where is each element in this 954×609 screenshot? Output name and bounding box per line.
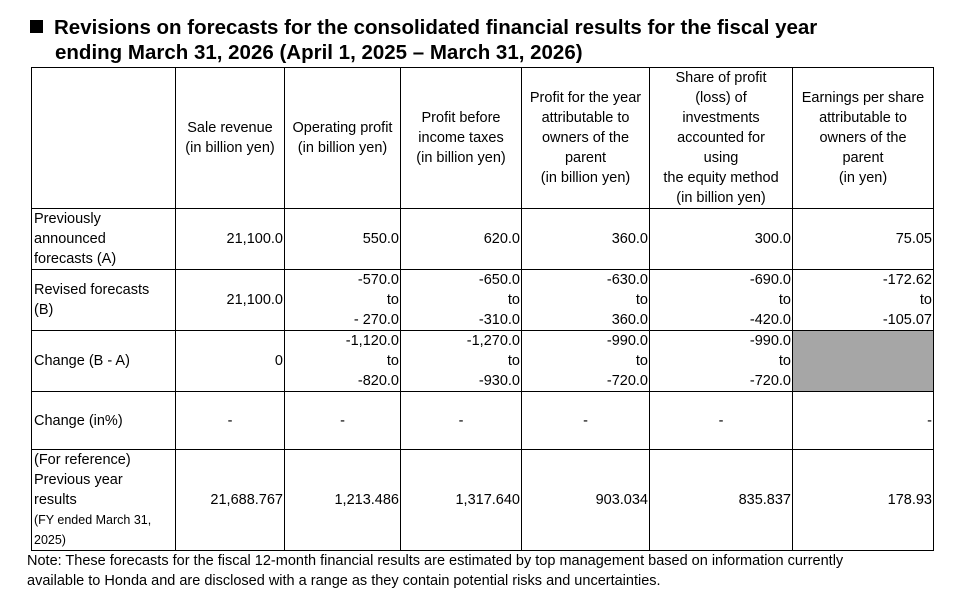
row-previous-year-results: (For reference) Previous year results (F… [31,449,934,551]
row-change-percent: Change (in%) - - - - - - [31,391,934,450]
cell-profit-before-tax: 1,317.640 [400,449,522,551]
cell-share-of-profit: 835.837 [649,449,793,551]
cell-profit-before-tax: -1,270.0 to -930.0 [400,330,522,392]
cell-operating-profit: 1,213.486 [284,449,401,551]
row-label: Change (B - A) [31,330,176,392]
cell-share-of-profit: -990.0 to -720.0 [649,330,793,392]
cell-operating-profit: -570.0 to - 270.0 [284,269,401,331]
cell-profit-before-tax: -650.0 to -310.0 [400,269,522,331]
cell-eps: 75.05 [792,208,934,270]
title-line-1: Revisions on forecasts for the consolida… [30,15,930,40]
cell-operating-profit: -1,120.0 to -820.0 [284,330,401,392]
row-label: Revised forecasts (B) [31,269,176,331]
cell-profit-before-tax: 620.0 [400,208,522,270]
cell-profit-for-year: 360.0 [521,208,650,270]
cell-eps-shaded [792,330,934,392]
cell-eps: 178.93 [792,449,934,551]
cell-profit-for-year: - [521,391,650,450]
footnote: Note: These forecasts for the fiscal 12-… [27,551,942,591]
cell-sale-revenue: 0 [175,330,285,392]
page-title: Revisions on forecasts for the consolida… [30,15,930,65]
header-operating-profit: Operating profit (in billion yen) [284,67,401,209]
square-bullet-icon [30,20,43,33]
title-line-2: ending March 31, 2026 (April 1, 2025 – M… [55,41,583,64]
cell-profit-for-year: -630.0 to 360.0 [521,269,650,331]
header-sale-revenue: Sale revenue (in billion yen) [175,67,285,209]
footnote-line-1: Note: These forecasts for the fiscal 12-… [27,553,844,569]
cell-eps: -172.62 to -105.07 [792,269,934,331]
header-profit-for-year: Profit for the year attributable to owne… [521,67,650,209]
header-eps: Earnings per share attributable to owner… [792,67,934,209]
row-previous-forecasts: Previously announced forecasts (A) 21,10… [31,208,934,270]
cell-profit-before-tax: - [400,391,522,450]
row-label: Previously announced forecasts (A) [31,208,176,270]
cell-share-of-profit: -690.0 to -420.0 [649,269,793,331]
row-revised-forecasts: Revised forecasts (B) 21,100.0 -570.0 to… [31,269,934,331]
cell-operating-profit: - [284,391,401,450]
cell-share-of-profit: 300.0 [649,208,793,270]
header-share-of-profit: Share of profit (loss) of investments ac… [649,67,793,209]
footnote-line-2: available to Honda and are disclosed wit… [27,573,661,589]
cell-operating-profit: 550.0 [284,208,401,270]
cell-eps: - [792,391,934,450]
cell-sale-revenue: 21,100.0 [175,208,285,270]
cell-share-of-profit: - [649,391,793,450]
cell-profit-for-year: 903.034 [521,449,650,551]
row-label: (For reference) Previous year results (F… [31,449,176,551]
cell-sale-revenue: 21,688.767 [175,449,285,551]
header-row: Sale revenue (in billion yen) Operating … [31,67,934,209]
forecast-table: Sale revenue (in billion yen) Operating … [31,67,934,551]
header-profit-before-tax: Profit before income taxes (in billion y… [400,67,522,209]
cell-profit-for-year: -990.0 to -720.0 [521,330,650,392]
header-corner [31,67,176,209]
cell-sale-revenue: - [175,391,285,450]
cell-sale-revenue: 21,100.0 [175,269,285,331]
row-change: Change (B - A) 0 -1,120.0 to -820.0 -1,2… [31,330,934,392]
row-label: Change (in%) [31,391,176,450]
